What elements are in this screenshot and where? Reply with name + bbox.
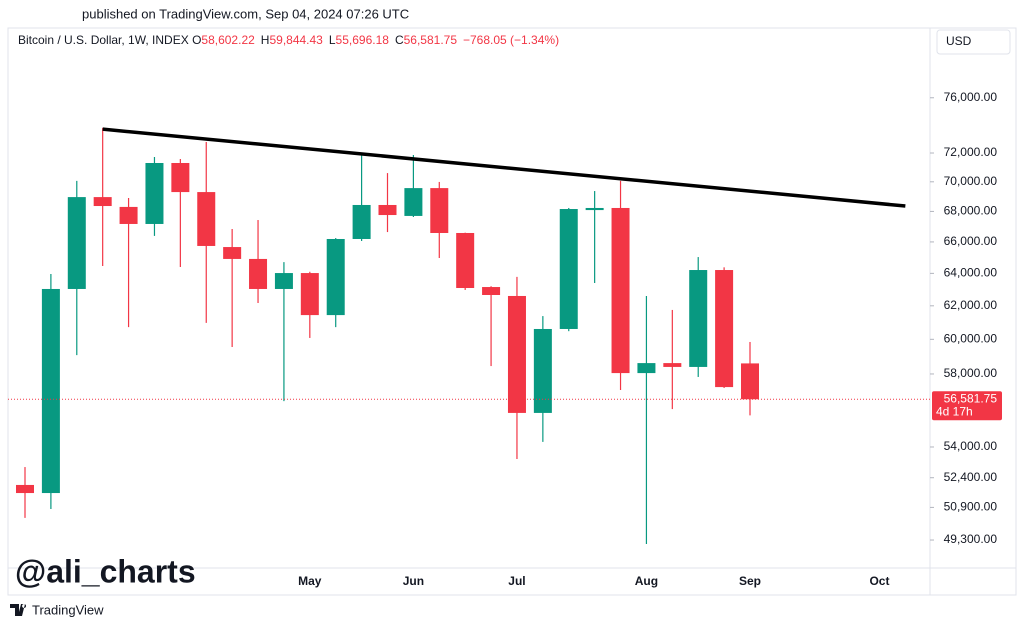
candle-body xyxy=(741,363,759,400)
candle-body xyxy=(274,273,293,289)
ohlc-value: 55,696.18 xyxy=(335,33,389,47)
candle-body xyxy=(559,209,578,329)
candle-body xyxy=(378,204,397,216)
tradingview-logo xyxy=(10,604,27,616)
candle-body xyxy=(145,162,164,224)
ohlc-key: L xyxy=(328,33,336,47)
y-tick-label: 60,000.00 xyxy=(944,331,998,345)
y-tick-label: 62,000.00 xyxy=(944,298,998,312)
candle-body xyxy=(456,232,475,289)
candle-body xyxy=(300,273,319,316)
y-tick-label: 54,000.00 xyxy=(944,439,998,453)
ohlc-value: 58,602.22 xyxy=(201,33,255,47)
candle-body xyxy=(249,258,268,289)
candle-body xyxy=(197,192,216,246)
change: −768.05 (−1.34%) xyxy=(463,33,560,47)
ohlc-key: O xyxy=(192,33,202,47)
y-tick-label: 58,000.00 xyxy=(944,366,998,380)
candle-body xyxy=(223,247,242,259)
candle-body xyxy=(482,287,501,295)
x-tick-label: Oct xyxy=(869,574,889,588)
currency[interactable]: USD xyxy=(946,34,972,48)
y-tick-label: 72,000.00 xyxy=(944,145,998,159)
x-tick-label: Jun xyxy=(403,574,424,588)
y-tick-label: 76,000.00 xyxy=(944,90,998,104)
symbol-legend: Bitcoin / U.S. Dollar, 1W, INDEX O 58,602… xyxy=(18,33,565,47)
ohlc-key: H xyxy=(260,33,270,47)
candle-body xyxy=(715,270,734,388)
candle-body xyxy=(663,363,682,367)
ohlc-value: 59,844.43 xyxy=(269,33,323,47)
ohlc-key: C xyxy=(394,33,404,47)
candle-body xyxy=(507,295,526,413)
footer-brand: TradingView xyxy=(32,602,104,617)
trend-line xyxy=(102,127,906,208)
candle-body xyxy=(404,188,423,216)
chart-frame xyxy=(7,27,1017,596)
countdown: 4d 17h xyxy=(936,404,973,418)
x-tick-label: Sep xyxy=(739,574,761,588)
candle-body xyxy=(689,270,708,367)
ohlc-value: 56,581.75 xyxy=(403,33,457,47)
last-price-tag xyxy=(932,391,1002,421)
candle-body xyxy=(171,162,190,193)
y-tick-label: 70,000.00 xyxy=(944,174,998,188)
candle-body xyxy=(637,363,656,374)
candle-body xyxy=(16,484,34,494)
candle-body xyxy=(585,207,604,211)
candle-body xyxy=(119,206,138,224)
x-tick-label: Aug xyxy=(635,574,658,588)
symbol: Bitcoin / U.S. Dollar, 1W, INDEX xyxy=(18,33,189,47)
x-tick-label: May xyxy=(298,574,322,588)
candle-body xyxy=(533,328,552,413)
watermark: @ali_charts xyxy=(15,553,196,589)
candle-body xyxy=(430,188,449,233)
candle-body xyxy=(41,288,60,494)
currency-box[interactable] xyxy=(936,29,1011,55)
y-tick-label: 49,300.00 xyxy=(944,532,998,546)
candle-body xyxy=(326,238,345,316)
last-price-label: 56,581.75 xyxy=(944,391,998,405)
candle-body xyxy=(611,207,630,374)
candle-body xyxy=(67,197,86,289)
y-tick-label: 68,000.00 xyxy=(944,204,998,218)
candle-body xyxy=(93,197,112,207)
published-note: published on TradingView.com, Sep 04, 20… xyxy=(82,6,409,21)
x-tick-label: Jul xyxy=(508,574,525,588)
y-tick-label: 50,900.00 xyxy=(944,500,998,514)
y-tick-label: 64,000.00 xyxy=(944,266,998,280)
y-tick-label: 66,000.00 xyxy=(944,234,998,248)
candle-body xyxy=(352,204,371,239)
y-tick-label: 52,400.00 xyxy=(944,470,998,484)
